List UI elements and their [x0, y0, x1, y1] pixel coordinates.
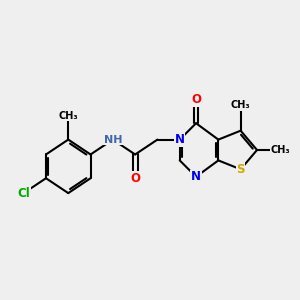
Text: S: S	[236, 163, 245, 176]
Text: O: O	[191, 93, 201, 106]
Text: CH₃: CH₃	[231, 100, 250, 110]
Text: CH₃: CH₃	[58, 111, 78, 121]
Text: N: N	[175, 133, 185, 146]
Text: O: O	[130, 172, 140, 185]
Text: CH₃: CH₃	[271, 145, 291, 155]
Text: NH: NH	[103, 135, 122, 145]
Text: N: N	[191, 170, 201, 183]
Text: Cl: Cl	[17, 187, 30, 200]
